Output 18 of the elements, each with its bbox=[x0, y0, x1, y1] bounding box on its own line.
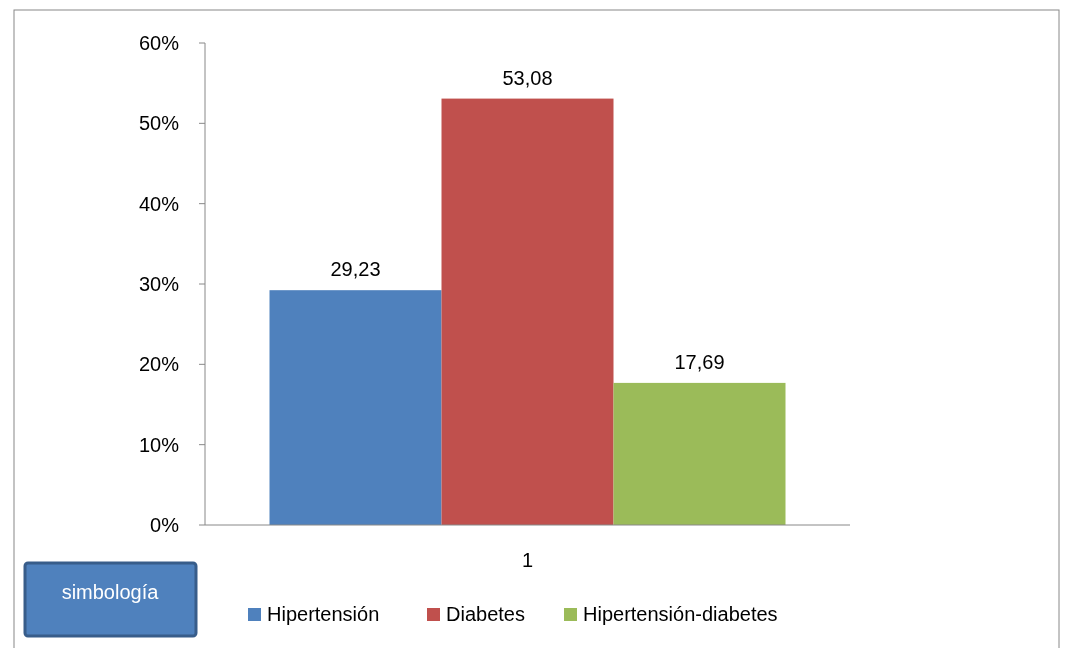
y-tick-label: 50% bbox=[138, 112, 180, 135]
data-label: 29,23 bbox=[330, 258, 381, 281]
legend-label: Hipertensión-diabetes bbox=[583, 603, 778, 625]
legend-label: Hipertensión bbox=[267, 603, 380, 625]
y-tick-label: 0% bbox=[150, 514, 180, 536]
legend-label: Diabetes bbox=[446, 603, 525, 625]
data-label: 53,08 bbox=[502, 66, 553, 89]
y-tick-label: 10% bbox=[138, 433, 180, 456]
bar bbox=[441, 98, 614, 525]
y-tick-label: 60% bbox=[138, 32, 180, 54]
x-tick-label: 1 bbox=[521, 549, 534, 571]
bar bbox=[269, 290, 442, 525]
data-label: 17,69 bbox=[674, 350, 725, 373]
y-tick-label: 40% bbox=[138, 192, 180, 215]
bar bbox=[613, 382, 786, 525]
y-tick-label: 20% bbox=[138, 353, 180, 376]
y-tick-label: 30% bbox=[138, 273, 180, 295]
text: simbología bbox=[61, 581, 160, 603]
